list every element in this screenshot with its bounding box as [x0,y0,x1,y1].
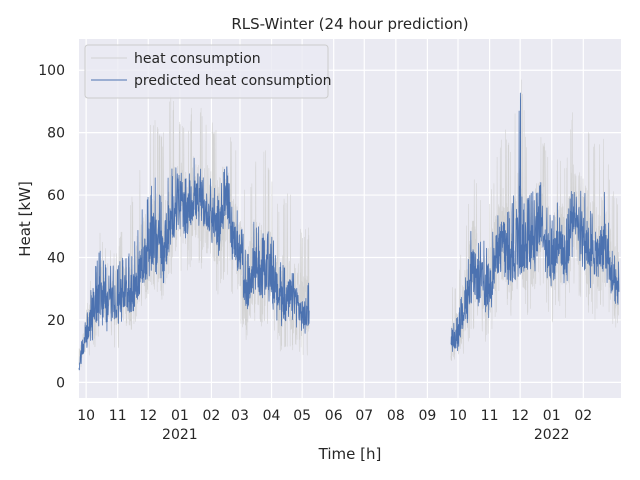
y-tick-label: 80 [47,126,65,142]
x-tick-label: 10 [449,408,467,424]
x-tick-label: 05 [293,408,311,424]
y-tick-label: 100 [38,63,65,79]
series-line-predicted-heat-consumption [78,157,310,371]
x-tick-label: 01 [543,408,561,424]
y-axis-ticks: 0 20 40 60 80 100 [38,63,65,391]
y-tick-label: 60 [47,188,65,204]
x-tick-label: 02 [574,408,592,424]
y-axis-label: Heat [kW] [16,181,34,257]
x-axis-label: Time [h] [318,445,382,463]
x-tick-label: 12 [511,408,529,424]
x-tick-label: 07 [355,408,373,424]
x-tick-label: 11 [481,408,499,424]
x-tick-label: 04 [263,408,281,424]
chart-title: RLS-Winter (24 hour prediction) [231,15,468,33]
legend-box [84,44,329,99]
x-tick-year-label: 2021 [162,427,198,443]
x-tick-label: 03 [231,408,249,424]
y-tick-label: 40 [47,251,65,267]
series-layer [78,79,620,371]
x-tick-label: 09 [419,408,437,424]
x-tick-year-label: 2022 [534,427,570,443]
legend-label-heat-consumption: heat consumption [134,51,261,67]
legend: heat consumption predicted heat consumpt… [84,44,332,99]
x-tick-label: 11 [109,408,127,424]
x-tick-label: 12 [139,408,157,424]
legend-label-predicted-heat-consumption: predicted heat consumption [134,73,332,89]
series-line-predicted-heat-consumption [450,92,620,352]
y-tick-label: 0 [56,375,65,391]
y-tick-label: 20 [47,313,65,329]
x-tick-label: 08 [387,408,405,424]
x-tick-label: 02 [203,408,221,424]
x-tick-label: 10 [77,408,95,424]
x-tick-label: 06 [325,408,343,424]
x-tick-label: 01 [171,408,189,424]
x-axis-ticks: 10 11 12 01 2021 02 03 04 05 06 07 08 09 10 11 12 01 2022… [77,408,592,443]
